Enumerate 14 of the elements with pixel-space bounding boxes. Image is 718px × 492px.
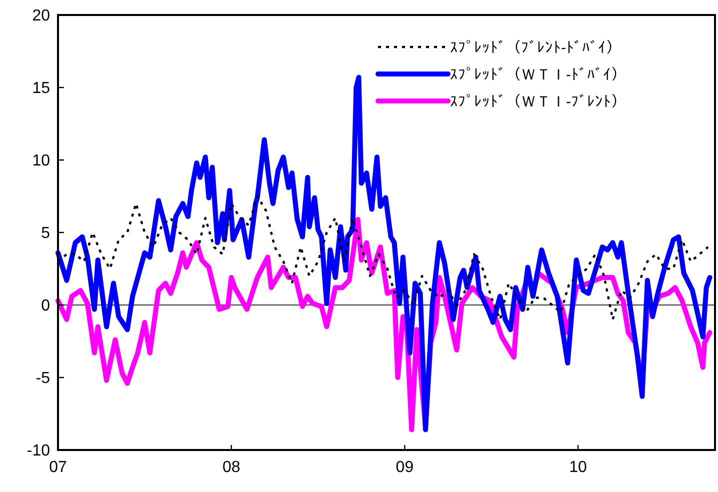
y-tick-label: 15 [32,80,50,98]
y-tick-label: 10 [32,152,50,170]
x-tick-label: 07 [49,459,67,476]
y-tick-label: 0 [41,298,50,315]
y-tick-label: 20 [32,8,50,25]
x-tick-label: 08 [222,459,240,476]
y-tick-label: 5 [41,225,50,242]
x-tick-label: 09 [396,459,414,476]
legend-label: ｽﾌﾟﾚｯﾄﾞ（ＷＴＩ-ﾄﾞﾊﾞｲ） [450,66,626,84]
x-tick-label: 10 [569,459,588,476]
y-tick-label: -5 [36,370,50,388]
legend-label: ｽﾌﾟﾚｯﾄﾞ（ﾌﾞﾚﾝﾄ-ﾄﾞﾊﾞｲ） [450,39,621,56]
y-tick-label: -10 [26,442,50,460]
legend-label: ｽﾌﾟﾚｯﾄﾞ（ＷＴＩ-ﾌﾞﾚﾝﾄ） [450,93,626,110]
